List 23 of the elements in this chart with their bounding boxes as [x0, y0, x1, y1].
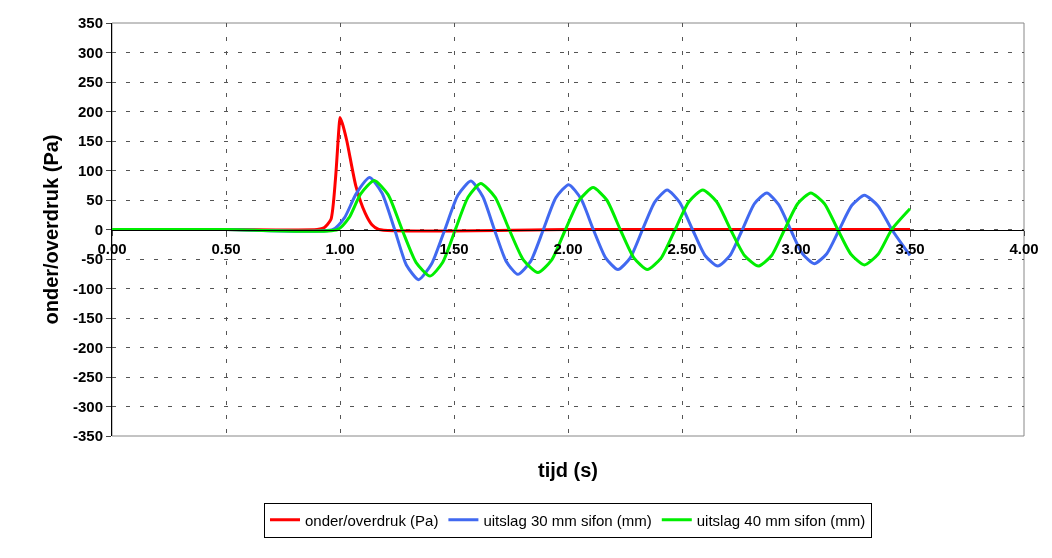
- y-tick-label: 350: [77, 14, 103, 32]
- y-tick-label: 100: [77, 161, 103, 179]
- y-tick-label: -350: [72, 427, 103, 445]
- y-tick-label: 250: [77, 73, 103, 91]
- y-tick-label: 300: [77, 43, 103, 61]
- y-tick-label: 0: [94, 220, 103, 238]
- y-tick-label: 50: [86, 191, 103, 209]
- y-tick-label: 150: [77, 132, 103, 150]
- y-tick-label: -150: [72, 309, 103, 327]
- x-tick-label: 1.00: [325, 239, 355, 257]
- y-tick-label: -250: [72, 368, 103, 386]
- legend-label: uitslag 40 mm sifon (mm): [696, 511, 866, 529]
- legend-label: onder/overdruk (Pa): [305, 511, 439, 529]
- y-tick-label: -300: [72, 397, 103, 415]
- legend-label: uitslag 30 mm sifon (mm): [483, 511, 652, 529]
- x-tick-label: 0.50: [211, 239, 241, 257]
- y-tick-label: 200: [77, 102, 103, 120]
- x-axis-title: tijd (s): [538, 459, 598, 481]
- y-tick-label: -100: [72, 279, 103, 297]
- x-tick-label: 4.00: [1009, 239, 1039, 257]
- y-tick-label: -200: [72, 338, 103, 356]
- y-axis-title: onder/overdruk (Pa): [40, 134, 63, 325]
- x-tick-label: 2.50: [667, 239, 697, 257]
